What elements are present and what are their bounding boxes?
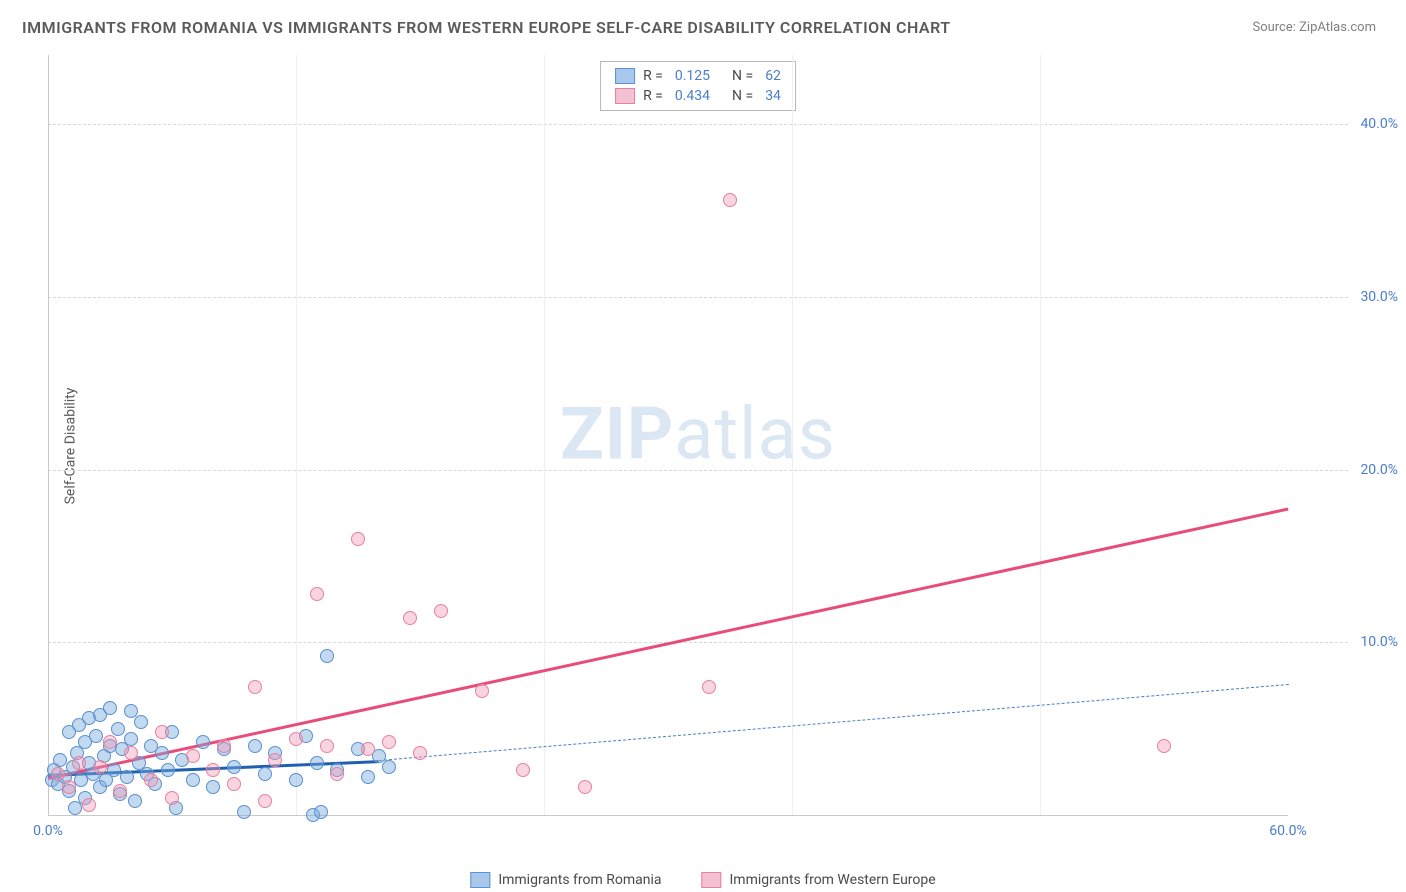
scatter-point — [403, 611, 417, 625]
vgridline — [792, 55, 793, 815]
scatter-point — [723, 193, 737, 207]
vgridline — [296, 55, 297, 815]
chart-area: ZIPatlas R = 0.125 N = 62 R = 0.434 N = … — [48, 55, 1348, 845]
scatter-point — [217, 739, 231, 753]
scatter-point — [62, 780, 76, 794]
scatter-point — [382, 760, 396, 774]
scatter-point — [93, 760, 107, 774]
chart-title: IMMIGRANTS FROM ROMANIA VS IMMIGRANTS FR… — [22, 18, 951, 37]
scatter-point — [227, 760, 241, 774]
scatter-point — [310, 756, 324, 770]
scatter-point — [351, 532, 365, 546]
xtick-label: 60.0% — [1269, 823, 1307, 839]
scatter-point — [155, 746, 169, 760]
scatter-point — [186, 773, 200, 787]
scatter-point — [475, 684, 489, 698]
scatter-point — [68, 801, 82, 815]
scatter-point — [361, 742, 375, 756]
scatter-point — [702, 680, 716, 694]
scatter-point — [320, 739, 334, 753]
scatter-point — [134, 715, 148, 729]
trendline — [48, 508, 1289, 780]
scatter-point — [103, 701, 117, 715]
scatter-point — [51, 767, 65, 781]
scatter-point — [320, 649, 334, 663]
scatter-point — [578, 780, 592, 794]
scatter-point — [128, 794, 142, 808]
scatter-point — [186, 749, 200, 763]
scatter-point — [120, 770, 134, 784]
scatter-point — [89, 729, 103, 743]
scatter-point — [289, 732, 303, 746]
y-axis — [48, 55, 49, 815]
ytick-label: 10.0% — [1360, 634, 1398, 650]
gridline — [48, 124, 1348, 125]
ytick-label: 30.0% — [1360, 289, 1398, 305]
scatter-point — [124, 732, 138, 746]
scatter-point — [111, 722, 125, 736]
scatter-point — [103, 735, 117, 749]
legend-swatch-romania — [470, 872, 490, 888]
scatter-point — [248, 680, 262, 694]
legend-label-romania: Immigrants from Romania — [498, 872, 661, 888]
legend-item-western-europe: Immigrants from Western Europe — [702, 872, 936, 888]
gridline — [48, 297, 1348, 298]
scatter-point — [310, 587, 324, 601]
scatter-point — [413, 746, 427, 760]
vgridline — [544, 55, 545, 815]
scatter-point — [113, 784, 127, 798]
legend-swatch-western-europe — [702, 872, 722, 888]
scatter-point — [516, 763, 530, 777]
scatter-point — [206, 780, 220, 794]
scatter-point — [434, 604, 448, 618]
source-credit: Source: ZipAtlas.com — [1252, 20, 1376, 35]
legend-bottom: Immigrants from Romania Immigrants from … — [470, 872, 935, 888]
scatter-point — [330, 767, 344, 781]
legend-label-western-europe: Immigrants from Western Europe — [730, 872, 936, 888]
legend-item-romania: Immigrants from Romania — [470, 872, 661, 888]
scatter-point — [227, 777, 241, 791]
scatter-point — [124, 746, 138, 760]
scatter-point — [1157, 739, 1171, 753]
scatter-point — [248, 739, 262, 753]
scatter-point — [361, 770, 375, 784]
ytick-label: 20.0% — [1360, 462, 1398, 478]
scatter-point — [155, 725, 169, 739]
scatter-point — [72, 756, 86, 770]
scatter-point — [258, 767, 272, 781]
ytick-label: 40.0% — [1360, 116, 1398, 132]
scatter-point — [382, 735, 396, 749]
gridline — [48, 470, 1348, 471]
xtick-label: 0.0% — [33, 823, 63, 839]
scatter-point — [237, 805, 251, 819]
scatter-point — [268, 753, 282, 767]
scatter-point — [82, 798, 96, 812]
trendline — [379, 684, 1288, 761]
x-axis — [48, 815, 1288, 816]
scatter-point — [258, 794, 272, 808]
scatter-point — [161, 763, 175, 777]
scatter-point — [165, 791, 179, 805]
vgridline — [1040, 55, 1041, 815]
scatter-point — [314, 805, 328, 819]
gridline — [48, 642, 1348, 643]
scatter-point — [144, 773, 158, 787]
scatter-plot: 10.0%20.0%30.0%40.0%0.0%60.0% — [48, 55, 1348, 845]
scatter-point — [206, 763, 220, 777]
scatter-point — [289, 773, 303, 787]
scatter-point — [196, 735, 210, 749]
